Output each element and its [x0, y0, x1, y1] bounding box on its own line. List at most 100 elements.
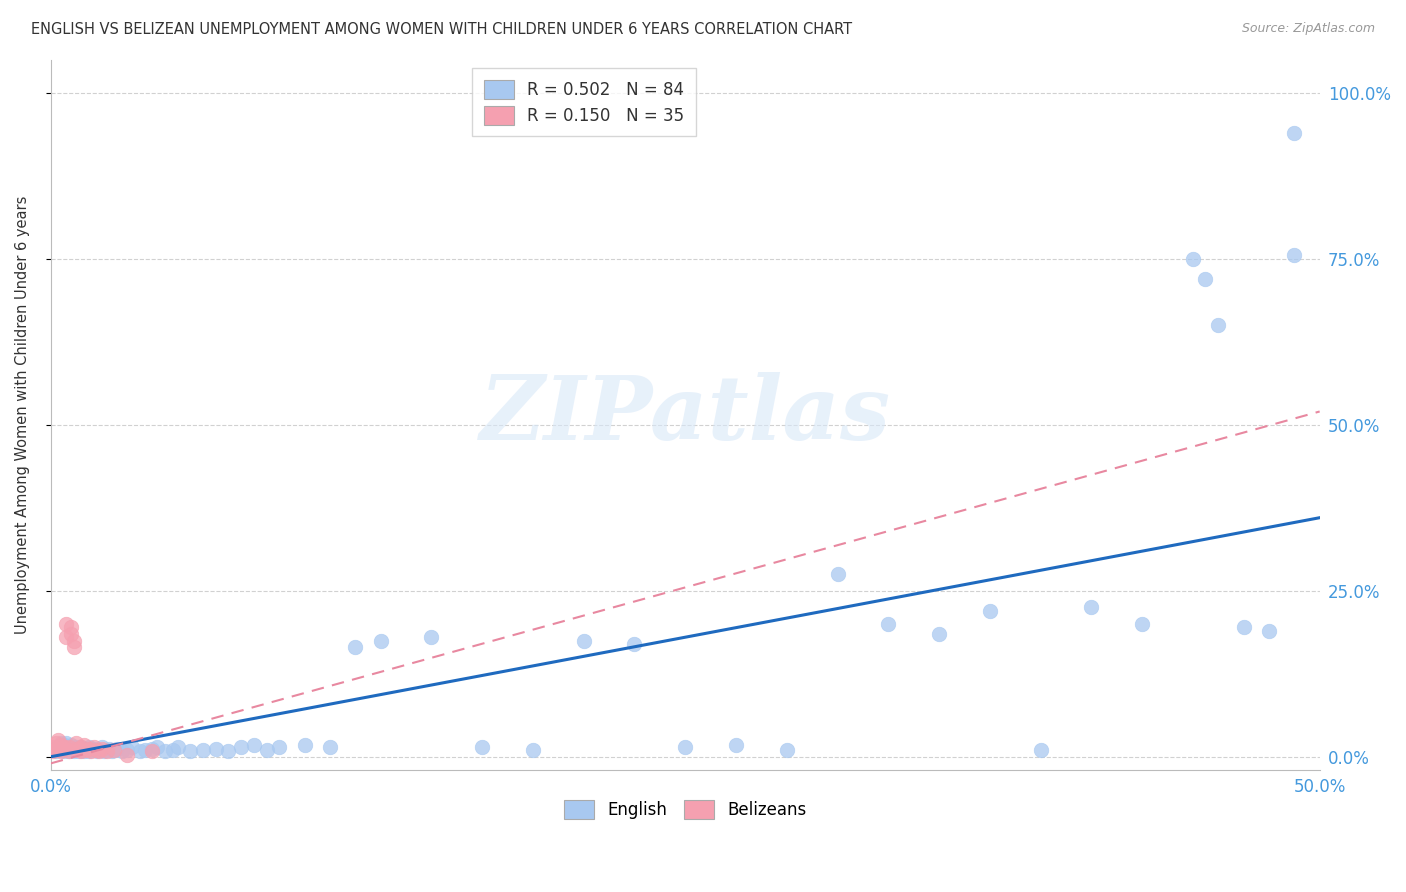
Point [52, 741, 75, 756]
Point [86, 744, 108, 758]
Point [243, 738, 266, 752]
Point [256, 743, 278, 757]
Point [134, 743, 156, 757]
Point [115, 743, 138, 757]
Point [58, 739, 80, 754]
Point [73, 744, 96, 758]
Point [52, 738, 75, 752]
Point [67, 743, 90, 757]
Point [80, 743, 103, 757]
Point [62, 744, 84, 758]
Point [269, 739, 291, 754]
Point [52, 741, 75, 756]
Point [62, 741, 84, 756]
Point [52, 744, 75, 758]
Point [42, 739, 65, 754]
Point [217, 744, 239, 758]
Point [55, 743, 77, 757]
Point [48, 741, 70, 756]
Point [1130, 616, 1153, 631]
Point [111, 744, 134, 758]
Point [724, 738, 747, 752]
Point [162, 743, 184, 757]
Point [1232, 620, 1254, 634]
Point [96, 743, 118, 757]
Point [105, 741, 128, 756]
Point [90, 739, 112, 754]
Point [60, 738, 83, 752]
Point [1284, 248, 1306, 262]
Point [370, 633, 392, 648]
Point [48, 743, 70, 757]
Point [166, 739, 188, 754]
Point [77, 744, 100, 758]
Point [93, 744, 115, 758]
Point [55, 630, 77, 644]
Point [623, 637, 645, 651]
Point [67, 741, 90, 756]
Point [103, 743, 125, 757]
Point [1080, 600, 1102, 615]
Point [42, 744, 65, 758]
Point [1257, 624, 1279, 638]
Point [45, 736, 67, 750]
Point [179, 744, 201, 758]
Point [65, 743, 87, 757]
Point [146, 739, 169, 754]
Point [83, 741, 105, 756]
Point [572, 633, 595, 648]
Point [58, 744, 80, 758]
Point [1284, 126, 1306, 140]
Point [49, 738, 72, 752]
Point [60, 743, 83, 757]
Point [70, 739, 93, 754]
Point [121, 739, 143, 754]
Point [1206, 318, 1229, 333]
Point [1194, 271, 1216, 285]
Point [1029, 743, 1052, 757]
Point [90, 741, 112, 756]
Point [70, 739, 93, 754]
Point [1181, 252, 1204, 266]
Point [673, 739, 696, 754]
Point [49, 736, 72, 750]
Point [83, 739, 105, 754]
Point [77, 739, 100, 754]
Point [96, 744, 118, 758]
Legend: English, Belizeans: English, Belizeans [557, 793, 813, 826]
Point [420, 630, 443, 644]
Point [204, 741, 226, 756]
Point [75, 743, 97, 757]
Point [928, 627, 950, 641]
Text: ZIPatlas: ZIPatlas [479, 372, 891, 458]
Point [55, 616, 77, 631]
Point [55, 736, 77, 750]
Point [58, 744, 80, 758]
Point [70, 743, 93, 757]
Point [103, 743, 125, 757]
Point [67, 744, 90, 758]
Point [73, 738, 96, 752]
Point [52, 739, 75, 754]
Point [979, 604, 1001, 618]
Point [153, 744, 176, 758]
Point [55, 739, 77, 754]
Point [877, 616, 900, 631]
Point [62, 633, 84, 648]
Point [98, 741, 121, 756]
Point [87, 744, 110, 758]
Point [100, 744, 122, 758]
Text: ENGLISH VS BELIZEAN UNEMPLOYMENT AMONG WOMEN WITH CHILDREN UNDER 6 YEARS CORRELA: ENGLISH VS BELIZEAN UNEMPLOYMENT AMONG W… [31, 22, 852, 37]
Point [294, 738, 316, 752]
Point [48, 739, 70, 754]
Point [49, 744, 72, 758]
Text: Source: ZipAtlas.com: Source: ZipAtlas.com [1241, 22, 1375, 36]
Y-axis label: Unemployment Among Women with Children Under 6 years: Unemployment Among Women with Children U… [15, 195, 30, 634]
Point [319, 739, 342, 754]
Point [49, 743, 72, 757]
Point [58, 739, 80, 754]
Point [45, 744, 67, 758]
Point [62, 640, 84, 655]
Point [48, 733, 70, 747]
Point [73, 741, 96, 756]
